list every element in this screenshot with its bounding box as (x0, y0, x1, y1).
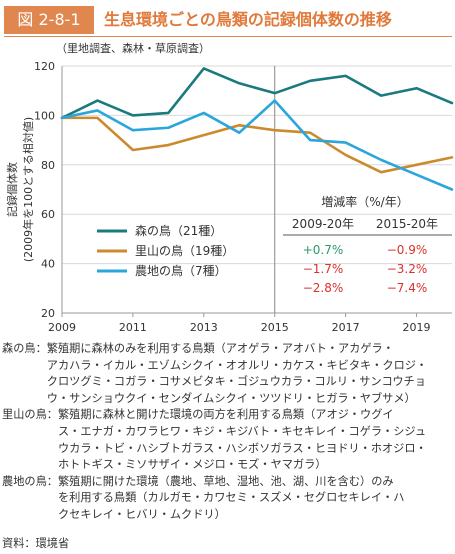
description-entry: 農地の鳥： 繁殖期に開けた環境（農地、草地、湿地、池、湖、川を含む）のみ を利用する… (2, 474, 452, 524)
y-tick-label: 100 (34, 109, 55, 122)
y-tick-label: 80 (41, 159, 55, 172)
x-tick-label: 2009 (48, 321, 76, 334)
description-line: ス・エナガ・カワラヒワ・キジ・キジバト・キセキレイ・コゲラ・シジュ (57, 424, 427, 438)
description-text: 繁殖期に森林のみを利用する鳥類（アオゲラ・アオバト・アカゲラ・アカハラ・イカル・… (47, 341, 452, 407)
description-line: を利用する鳥類（カルガモ・カワセミ・スズメ・セグロセキレイ・ハ (57, 491, 405, 505)
description-line: 繁殖期に森林のみを利用する鳥類（アオゲラ・アオバト・アカゲラ・ (46, 342, 394, 355)
description-text: 繁殖期に森林と開けた環境の両方を利用する鳥類（アオジ・ウグイス・エナガ・カワラヒ… (58, 407, 452, 473)
y-axis-label-line: 記録個体数 (5, 162, 19, 217)
rates-table-header: 2015-20年 (376, 217, 438, 231)
x-tick-label: 2015 (261, 321, 289, 334)
description-label: 農地の鳥： (2, 474, 58, 488)
legend-label: 里山の鳥（19種） (135, 243, 234, 258)
description-label: 里山の鳥： (2, 408, 58, 422)
species-descriptions: 森の鳥： 繁殖期に森林のみを利用する鳥類（アオゲラ・アオバト・アカゲラ・アカハラ・… (2, 341, 452, 524)
series-line-2 (60, 116, 454, 174)
description-line: ホトトギス・ミソサザイ・メジロ・モズ・ヤマガラ） (57, 458, 327, 472)
y-tick-label: 120 (34, 60, 55, 73)
description-entry: 里山の鳥： 繁殖期に森林と開けた環境の両方を利用する鳥類（アオジ・ウグイス・エナガ… (2, 407, 452, 473)
description-line: ウ・サンショウクイ・センダイムシクイ・ツツドリ・ヒガラ・ヤブサメ） (46, 391, 416, 405)
description-entry: 森の鳥： 繁殖期に森林のみを利用する鳥類（アオゲラ・アオバト・アカゲラ・アカハラ・… (2, 341, 452, 407)
line-chart: （里地調査、森林・草原調査） 20 40 60 80 100 120 2009 2011 2013… (5, 41, 454, 334)
rate-2015-20: −0.9% (387, 243, 428, 257)
legend-label: 農地の鳥（7種） (135, 263, 227, 278)
y-tick-label: 60 (41, 208, 55, 221)
description-line: ウカラ・トビ・ハシブトガラス・ハシボソガラス・ヒヨドリ・ホオジロ・ (57, 441, 427, 455)
rate-2009-20: +0.7% (303, 243, 344, 257)
legend-label: 森の鳥（21種） (135, 223, 222, 238)
y-axis-label-line: (2009年を100とする相対値) (21, 117, 35, 262)
y-tick-label: 40 (41, 258, 55, 271)
rate-2015-20: −7.4% (387, 281, 428, 295)
rate-2009-20: −1.7% (303, 262, 344, 276)
figure-header: 図 2-8-1 生息環境ごとの鳥類の記録個体数の推移 (0, 0, 455, 38)
rate-2009-20: −2.8% (303, 281, 344, 295)
series-line-1 (60, 67, 454, 120)
y-axis-label: 記録個体数 (2009年を100とする相対値) (5, 117, 35, 262)
rates-table-header: 2009-20年 (292, 217, 354, 231)
description-line: アカハラ・イカル・エゾムシクイ・オオルリ・カケス・キビタキ・クロジ・ (46, 358, 428, 372)
figure-title: 生息環境ごとの鳥類の記録個体数の推移 (104, 10, 392, 29)
description-text: 繁殖期に開けた環境（農地、草地、湿地、池、湖、川を含む）のみ を利用する鳥類（カル… (58, 474, 452, 524)
x-tick-label: 2019 (403, 321, 431, 334)
source-note: 資料：環境省 (2, 537, 70, 550)
x-tick-label: 2013 (190, 321, 218, 334)
series-line-3 (60, 99, 454, 191)
description-line: 繁殖期に開けた環境（農地、草地、湿地、池、湖、川を含む）のみ (57, 474, 394, 488)
figure-number-badge: 図 2-8-1 (4, 6, 94, 34)
y-tick-label: 20 (41, 307, 55, 320)
rate-2015-20: −3.2% (387, 262, 428, 276)
description-line: 繁殖期に森林と開けた環境の両方を利用する鳥類（アオジ・ウグイ (57, 408, 394, 422)
description-label: 森の鳥： (2, 342, 47, 355)
survey-note: （里地調査、森林・草原調査） (56, 41, 210, 55)
rates-table-title: 増減率（%/年） (321, 194, 408, 209)
description-line: クセキレイ・ヒバリ・ムクドリ） (57, 507, 226, 521)
description-line: クロツグミ・コガラ・コサメビタキ・ゴジュウカラ・コルリ・サンコウチョ (46, 375, 426, 389)
header-rule (4, 36, 452, 37)
x-tick-label: 2017 (332, 321, 360, 334)
x-tick-label: 2011 (119, 321, 147, 334)
